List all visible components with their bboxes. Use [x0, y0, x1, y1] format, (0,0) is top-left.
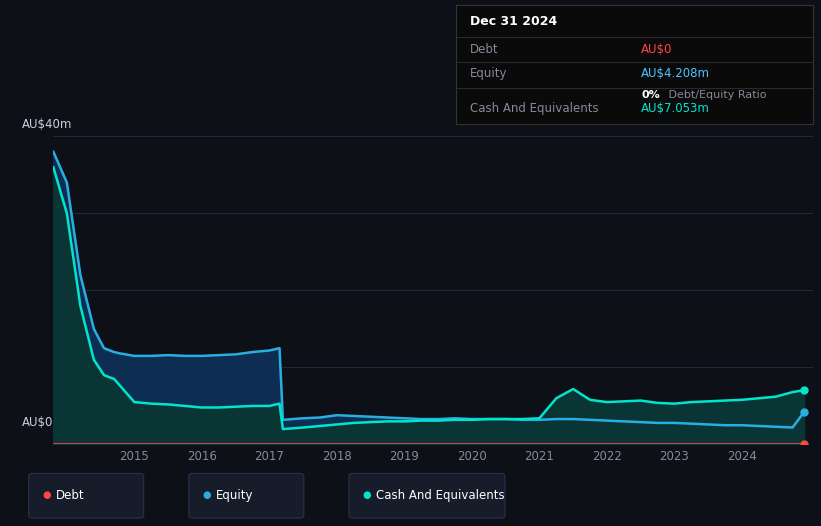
Text: ●: ● [203, 490, 211, 501]
Text: Debt/Equity Ratio: Debt/Equity Ratio [664, 89, 766, 99]
Text: Debt: Debt [56, 489, 85, 502]
Text: ●: ● [363, 490, 371, 501]
Text: Dec 31 2024: Dec 31 2024 [470, 15, 557, 28]
Text: Debt: Debt [470, 43, 498, 56]
Text: Cash And Equivalents: Cash And Equivalents [470, 102, 599, 115]
Text: Equity: Equity [470, 67, 507, 80]
Text: Equity: Equity [216, 489, 254, 502]
Text: AU$4.208m: AU$4.208m [641, 67, 710, 80]
Text: Cash And Equivalents: Cash And Equivalents [376, 489, 505, 502]
Text: ●: ● [43, 490, 51, 501]
Text: AU$40m: AU$40m [22, 118, 72, 132]
Text: AU$0: AU$0 [22, 416, 53, 429]
Text: AU$0: AU$0 [641, 43, 672, 56]
Text: AU$7.053m: AU$7.053m [641, 102, 710, 115]
Text: 0%: 0% [641, 89, 660, 99]
